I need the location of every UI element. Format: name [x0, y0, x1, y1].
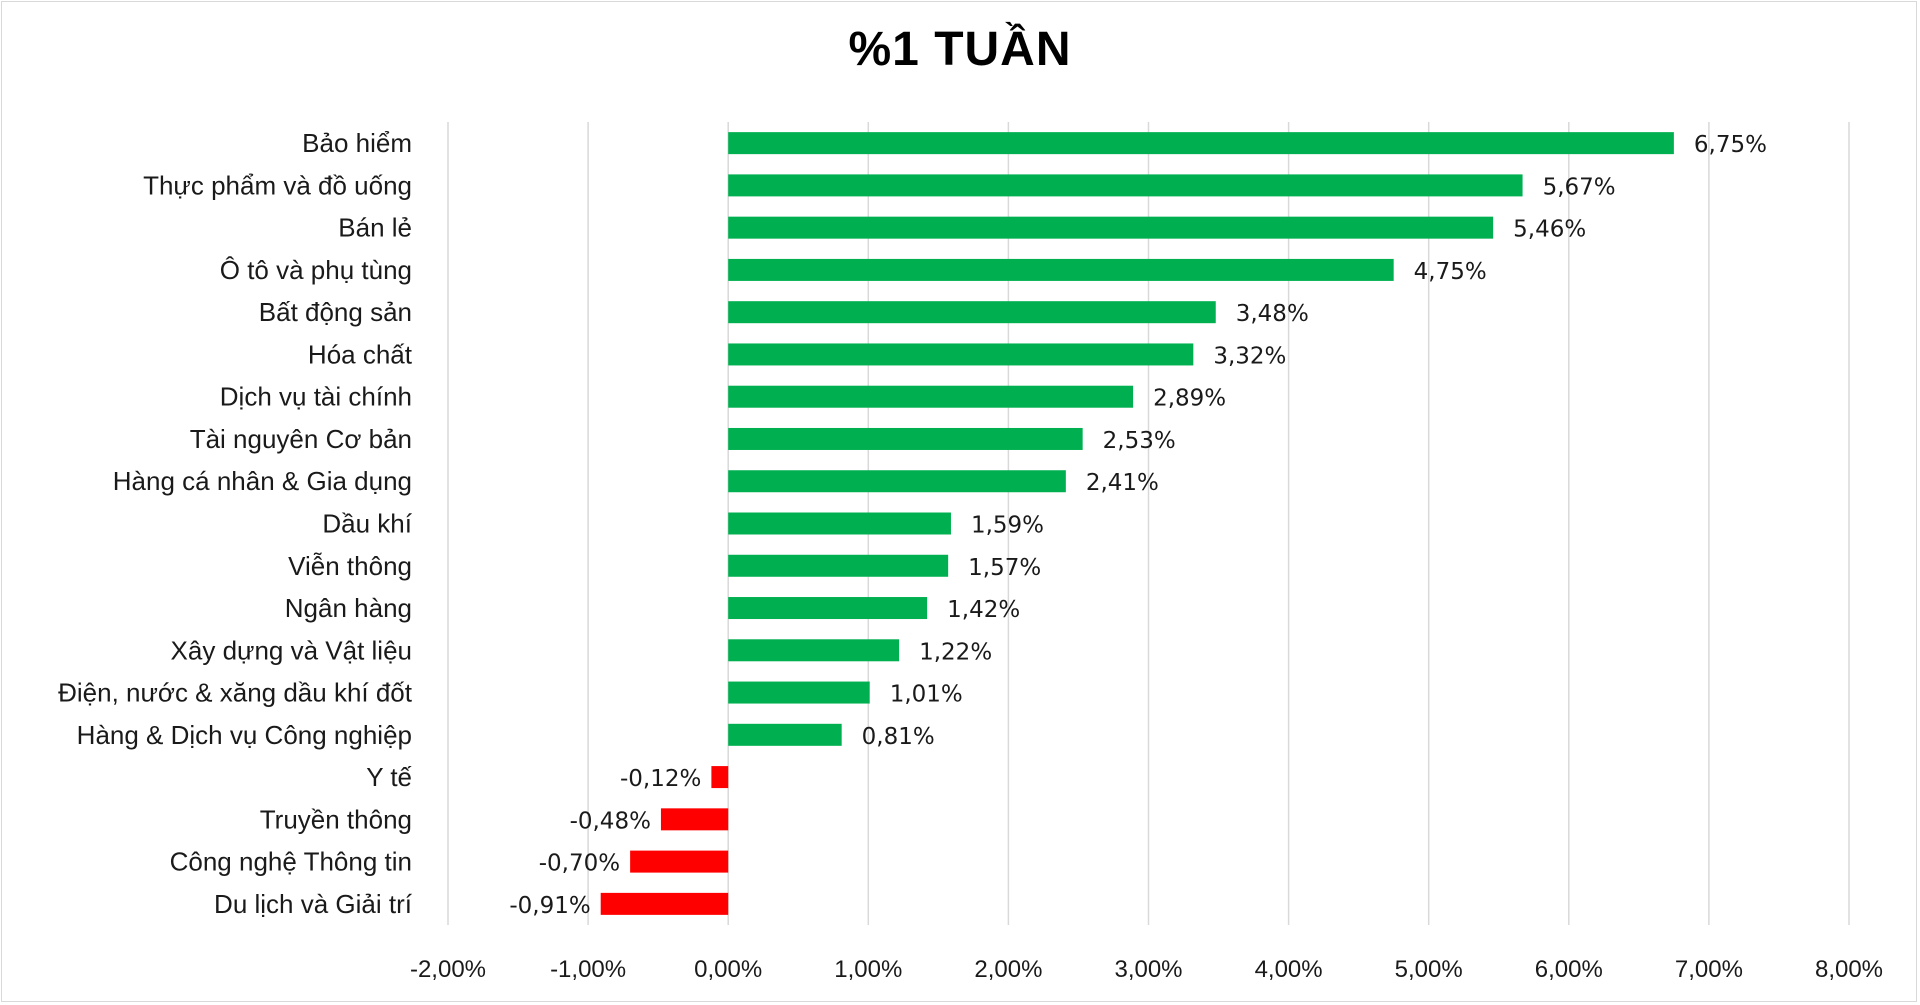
bar-16: [660, 808, 729, 831]
tick-label-10: 8,00%: [1815, 956, 1883, 983]
value-label-1: 5,67%: [1543, 174, 1616, 200]
value-label-9: 1,59%: [971, 513, 1044, 539]
category-label-10: Viễn thông: [288, 551, 412, 581]
bar-11: [728, 597, 928, 620]
chart-title: %1 TUẦN: [848, 23, 1072, 76]
bar-14: [728, 723, 842, 746]
value-label-16: -0,48%: [570, 808, 651, 834]
bar-3: [728, 258, 1394, 281]
bar-10: [728, 554, 949, 577]
bar-6: [728, 385, 1134, 408]
bar-18: [600, 892, 729, 915]
category-label-9: Dầu khí: [322, 509, 412, 539]
category-label-11: Ngân hàng: [285, 593, 412, 623]
bar-1: [728, 174, 1523, 197]
value-label-10: 1,57%: [968, 555, 1041, 581]
category-label-5: Hóa chất: [308, 339, 413, 369]
category-label-0: Bảo hiểm: [302, 128, 412, 158]
bar-5: [728, 343, 1194, 366]
tick-label-2: 0,00%: [694, 956, 762, 983]
bar-8: [728, 470, 1066, 493]
category-label-17: Công nghệ Thông tin: [170, 847, 412, 877]
category-label-16: Truyền thông: [260, 804, 412, 834]
value-label-2: 5,46%: [1513, 217, 1586, 243]
bar-15: [711, 766, 729, 789]
tick-label-6: 4,00%: [1255, 956, 1323, 983]
tick-label-5: 3,00%: [1114, 956, 1182, 983]
bar-12: [728, 639, 900, 662]
category-label-1: Thực phẩm và đồ uống: [143, 170, 412, 200]
category-label-6: Dịch vụ tài chính: [220, 382, 412, 412]
category-label-7: Tài nguyên Cơ bản: [190, 424, 412, 454]
value-label-12: 1,22%: [919, 639, 992, 665]
category-label-13: Điện, nước & xăng dầu khí đốt: [58, 678, 413, 708]
category-label-18: Du lịch và Giải trí: [214, 889, 413, 919]
value-label-13: 1,01%: [890, 682, 963, 708]
bar-0: [728, 132, 1674, 155]
bar-7: [728, 427, 1083, 450]
value-label-15: -0,12%: [620, 766, 701, 792]
value-label-14: 0,81%: [862, 724, 935, 750]
tick-label-8: 6,00%: [1535, 956, 1603, 983]
bar-13: [728, 681, 870, 704]
value-label-0: 6,75%: [1694, 132, 1767, 158]
category-label-2: Bán lẻ: [338, 213, 412, 243]
tick-label-1: -1,00%: [550, 956, 626, 983]
category-label-15: Y tế: [366, 762, 412, 792]
tick-label-3: 1,00%: [834, 956, 902, 983]
bar-9: [728, 512, 951, 535]
tick-label-9: 7,00%: [1675, 956, 1743, 983]
bar-17: [630, 850, 729, 873]
value-label-5: 3,32%: [1213, 343, 1286, 369]
value-label-3: 4,75%: [1414, 259, 1487, 285]
value-label-11: 1,42%: [947, 597, 1020, 623]
tick-label-0: -2,00%: [410, 956, 486, 983]
category-label-12: Xây dựng và Vật liệu: [171, 635, 412, 665]
value-label-4: 3,48%: [1236, 301, 1309, 327]
value-label-17: -0,70%: [539, 851, 620, 877]
category-label-14: Hàng & Dịch vụ Công nghiệp: [77, 720, 412, 750]
value-label-7: 2,53%: [1103, 428, 1176, 454]
category-label-4: Bất động sản: [259, 297, 412, 327]
value-label-18: -0,91%: [509, 893, 590, 919]
bar-4: [728, 301, 1216, 324]
bar-2: [728, 216, 1494, 239]
category-label-3: Ô tô và phụ tùng: [220, 255, 412, 285]
tick-label-4: 2,00%: [974, 956, 1042, 983]
value-label-8: 2,41%: [1086, 470, 1159, 496]
tick-label-7: 5,00%: [1395, 956, 1463, 983]
category-label-8: Hàng cá nhân & Gia dụng: [113, 466, 412, 496]
value-label-6: 2,89%: [1153, 386, 1226, 412]
